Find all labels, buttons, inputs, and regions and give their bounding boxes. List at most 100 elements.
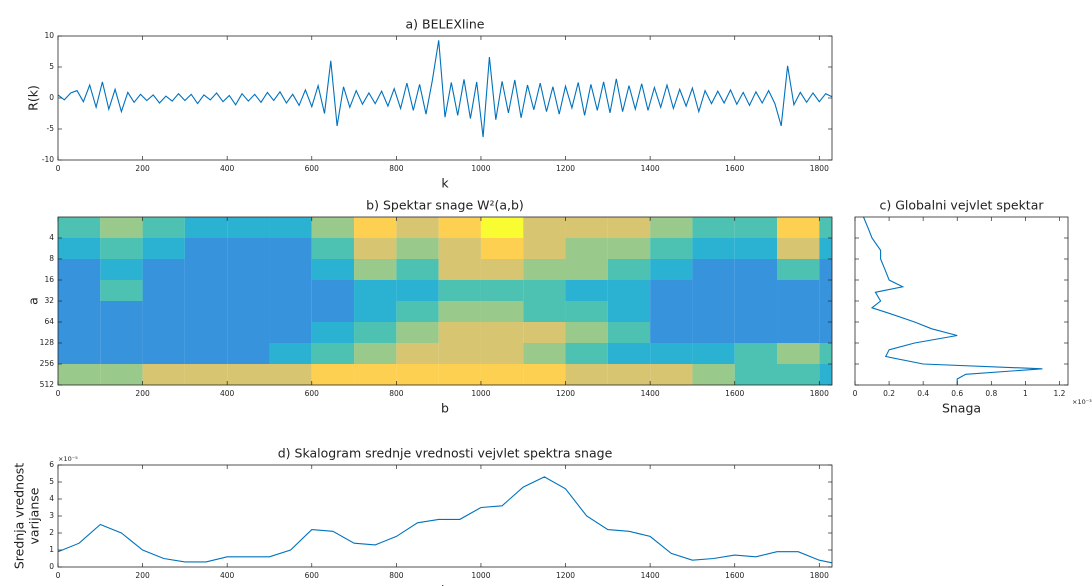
heat-cell [607,364,651,385]
y-tick-label: 512 [40,380,55,389]
heat-cell [100,301,143,322]
heat-cell [480,280,524,301]
x-tick-label: 0 [56,389,61,398]
heat-cell [734,217,778,238]
x-tick-label: 0.8 [985,389,997,398]
heat-cell [692,301,735,322]
heat-cell [100,322,143,343]
heat-cell [438,280,481,301]
heat-cell [692,364,735,385]
x-tick-label: 400 [220,571,235,580]
heat-cell [819,259,832,280]
heat-cell [777,238,820,259]
x-tick-label: 800 [389,571,404,580]
heat-cell [354,301,397,322]
heat-cell [354,364,397,385]
heat-cell [396,301,439,322]
heat-cell [607,301,651,322]
heat-cell [819,322,832,343]
heat-cell [58,259,101,280]
heat-cell [100,364,143,385]
heat-cell [396,280,439,301]
x-tick-label: 600 [305,164,320,173]
data-line [57,476,833,564]
heat-cell [565,238,608,259]
heat-cell [650,343,693,364]
heat-cell [100,280,143,301]
heat-cell [777,217,820,238]
heat-cell [142,364,185,385]
heat-cell [480,364,524,385]
heat-cell [734,364,778,385]
x-axis-label: b [441,401,449,416]
x-tick-label: 400 [220,389,235,398]
heat-cell [100,343,143,364]
x-tick-label: 0 [56,164,61,173]
heat-cell [650,217,693,238]
x-tick-label: 0.2 [883,389,895,398]
heat-cell [734,322,778,343]
heat-cell [311,322,355,343]
heat-cell [650,322,693,343]
heat-cell [354,238,397,259]
heat-cell [269,238,312,259]
x-tick-label: 1400 [641,389,660,398]
heat-cell [438,322,481,343]
heat-cell [438,238,481,259]
heat-cell [523,217,566,238]
heat-cell [777,259,820,280]
x-axis-label: b [441,583,449,586]
x-tick-label: 1400 [641,164,660,173]
x-tick-label: 0 [853,389,858,398]
x-tick-label: 200 [135,389,150,398]
heat-cell [269,280,312,301]
y-tick-label: 256 [40,359,55,368]
x-tick-label: 1600 [725,389,744,398]
heat-cell [777,301,820,322]
y-tick-label: 6 [49,460,54,469]
heat-cell [607,343,651,364]
x-tick-label: 1400 [641,571,660,580]
heat-cell [354,322,397,343]
heat-cell [184,322,228,343]
axes-box [854,216,1069,386]
heat-cell [354,343,397,364]
data-line [57,40,833,138]
y-tick-label: 5 [49,477,54,486]
y-axis-label: Srednja vrednost [12,463,27,569]
heat-cell [269,301,312,322]
heat-cell [100,217,143,238]
axes-box [57,35,833,161]
heat-cell [58,280,101,301]
heat-cell [142,301,185,322]
heat-cell [819,238,832,259]
heat-cell [692,322,735,343]
heat-cell [269,364,312,385]
heat-cell [607,259,651,280]
x-tick-label: 1600 [725,571,744,580]
heat-cell [565,364,608,385]
heat-cell [565,322,608,343]
heat-cell [396,217,439,238]
heat-cell [734,301,778,322]
heat-cell [311,217,355,238]
x-tick-label: 600 [305,571,320,580]
heat-cell [480,217,524,238]
axes-box [57,464,833,568]
heat-cell [311,343,355,364]
heat-cell [734,280,778,301]
heat-cell [523,301,566,322]
heat-cell [523,364,566,385]
heat-cell [354,280,397,301]
heat-cell [58,364,101,385]
x-tick-label: 800 [389,389,404,398]
heat-cell [565,301,608,322]
heat-cell [269,259,312,280]
heat-cell [565,343,608,364]
y-tick-label: 4 [49,494,54,503]
heat-cell [311,364,355,385]
heat-cell [480,259,524,280]
y-axis-label: a [26,297,41,305]
y-axis-label: R(k) [26,85,41,111]
